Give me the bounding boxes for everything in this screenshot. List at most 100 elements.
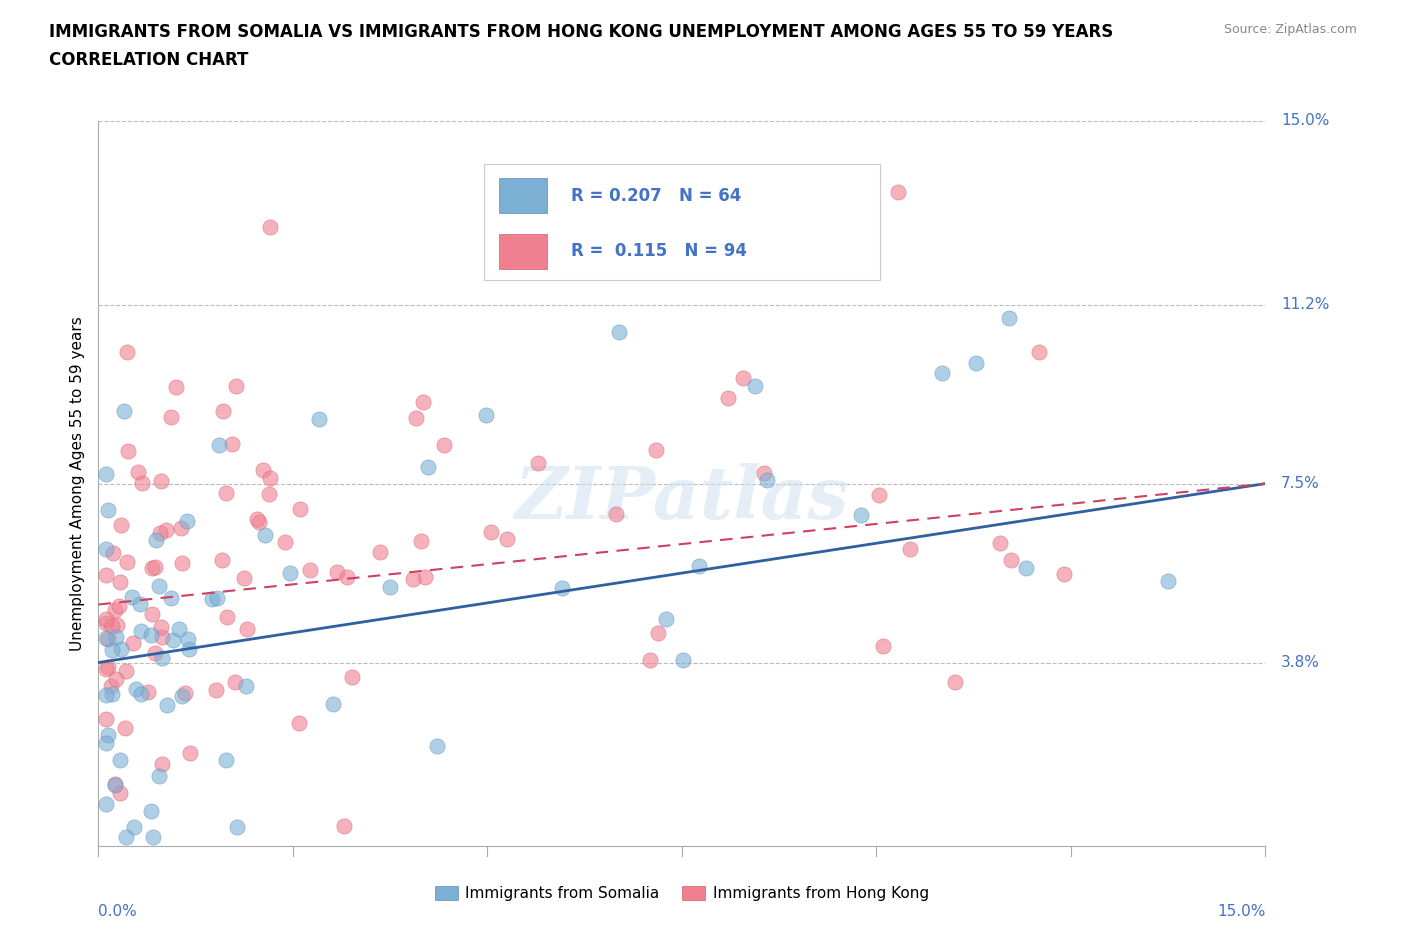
Point [96,662,118,677]
Point [108,599,131,614]
Point [212,404,235,418]
Point [96,735,118,750]
Point [121,590,143,604]
Point [177,632,200,647]
Point [96,616,118,631]
Point [110,575,132,590]
Point [1000,552,1022,567]
Point [97,659,120,674]
Point [176,513,198,528]
Point [96,631,118,645]
Point [298,563,321,578]
Point [426,738,449,753]
Point [322,697,344,711]
Text: 15.0%: 15.0% [1281,113,1329,128]
Point [655,611,678,626]
Point [848,237,870,252]
Point [96,688,118,703]
Point [336,570,359,585]
Point [288,715,311,730]
Point [205,683,228,698]
Point [752,466,775,481]
Point [1014,560,1036,575]
Point [115,345,138,360]
Point [211,553,233,568]
Text: ZIPatlas: ZIPatlas [515,462,849,534]
Point [647,626,669,641]
Point [288,501,311,516]
Point [232,570,254,585]
Point [418,459,440,474]
Point [96,542,118,557]
Point [145,533,167,548]
Point [249,514,271,529]
Point [433,437,456,452]
Point [129,686,152,701]
Point [672,653,695,668]
Point [217,610,239,625]
Point [125,682,148,697]
Point [717,391,740,405]
Point [1053,566,1076,581]
Point [131,476,153,491]
Point [474,407,496,422]
Point [215,485,238,500]
Point [96,466,118,481]
Point [257,486,280,501]
Point [114,721,136,736]
Point [280,565,302,580]
Point [103,777,125,791]
Point [368,544,391,559]
Point [235,679,257,694]
Point [1157,574,1180,589]
Point [207,438,229,453]
Point [114,663,136,678]
Point [201,591,224,606]
Point [155,523,177,538]
Point [107,618,129,632]
Point [254,528,277,543]
Point [122,635,145,650]
Y-axis label: Unemployment Among Ages 55 to 59 years: Unemployment Among Ages 55 to 59 years [69,316,84,651]
Point [170,556,193,571]
Point [638,653,661,668]
Point [849,508,872,523]
Point [104,672,127,687]
Point [898,541,921,556]
Point [998,311,1021,325]
Point [170,521,193,536]
Point [167,621,190,636]
Text: CORRELATION CHART: CORRELATION CHART [49,51,249,69]
Point [115,830,138,844]
Point [97,727,120,742]
Point [215,752,238,767]
Point [607,325,630,339]
Point [105,630,128,644]
Point [96,568,118,583]
Point [139,804,162,818]
Point [333,818,356,833]
Text: 11.2%: 11.2% [1281,298,1329,312]
Point [122,819,145,834]
Point [226,820,249,835]
Point [165,379,187,394]
Point [101,546,124,561]
Point [402,572,425,587]
Point [96,611,118,626]
Point [405,410,427,425]
Point [236,621,259,636]
Text: 3.8%: 3.8% [1281,655,1320,670]
Point [177,641,200,656]
Point [117,444,139,458]
Point [988,535,1011,550]
Point [149,525,172,540]
Point [110,517,132,532]
Point [143,645,166,660]
Point [378,579,401,594]
Point [101,686,124,701]
Point [96,797,118,812]
Point [731,371,754,386]
Point [100,618,122,633]
Point [110,641,132,656]
Point [413,569,436,584]
